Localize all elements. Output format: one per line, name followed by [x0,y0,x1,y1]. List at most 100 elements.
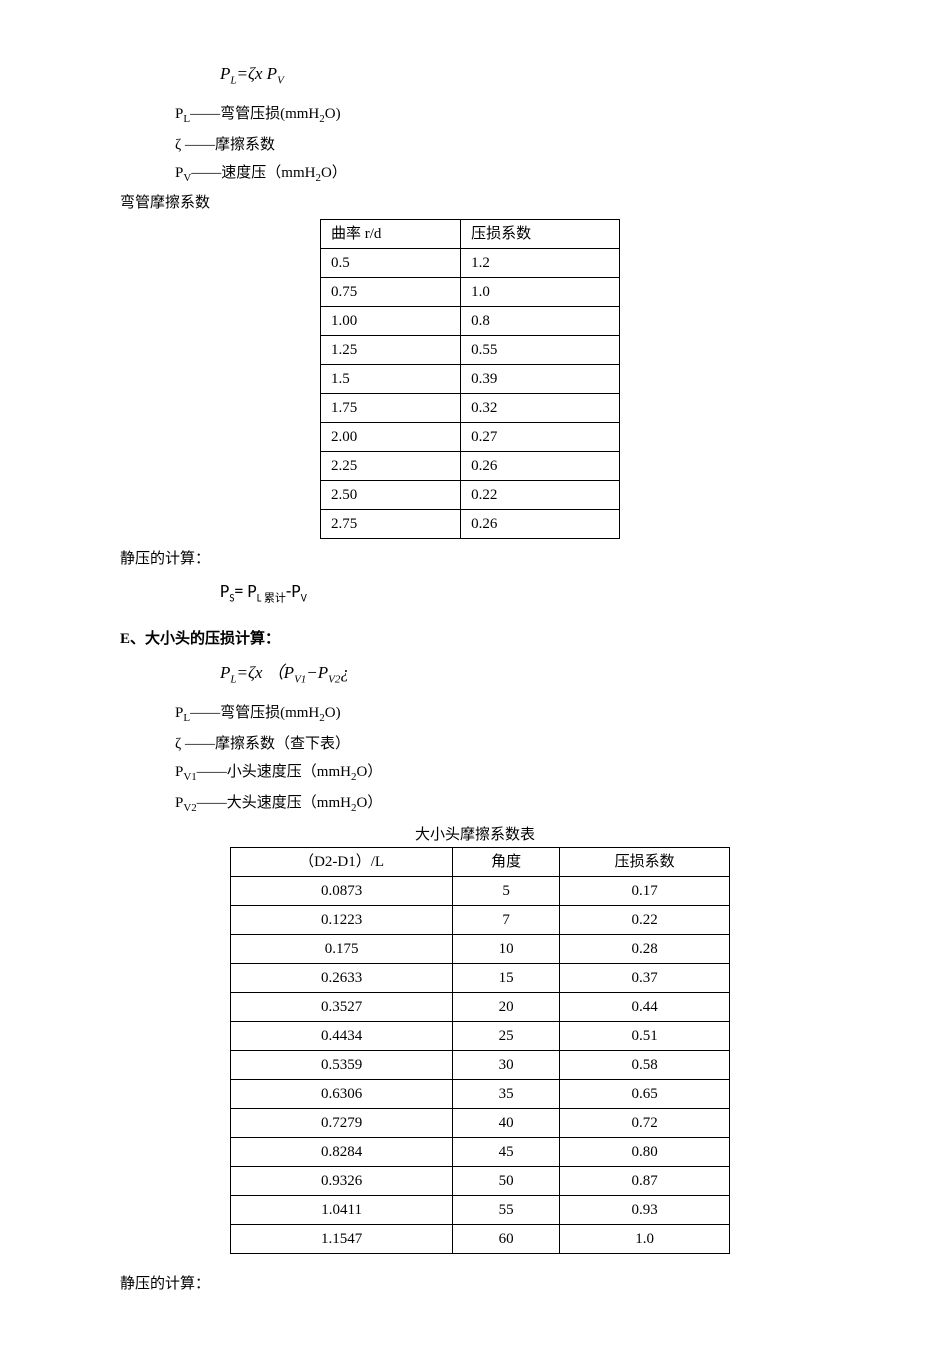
table-cell: 0.17 [560,877,730,906]
def-e-pv2: PV2——大头速度压（mmH2O） [175,791,830,818]
table-row: 0.3527200.44 [231,993,730,1022]
def-zeta: ζ ——摩擦系数 [175,133,830,157]
table-cell: 0.5 [321,249,461,278]
table-cell: 2.25 [321,452,461,481]
table-cell: 2.00 [321,423,461,452]
table-row: 0.4434250.51 [231,1022,730,1051]
table-row: 0.6306350.65 [231,1080,730,1109]
table-cell: 0.0873 [231,877,453,906]
table-cell: 0.80 [560,1138,730,1167]
table-row: 1.250.55 [321,336,620,365]
table2-header-2: 角度 [453,848,560,877]
table-cell: 1.25 [321,336,461,365]
table-cell: 0.32 [461,394,620,423]
table-cell: 1.0 [560,1225,730,1254]
table-cell: 0.8 [461,307,620,336]
table-cell: 0.58 [560,1051,730,1080]
def-e-zeta: ζ ——摩擦系数（查下表） [175,732,830,756]
formula-2: PL=ζx （PV1−PV2¿ [220,659,830,689]
table-cell: 25 [453,1022,560,1051]
table1-header-1: 曲率 r/d [321,220,461,249]
table-cell: 45 [453,1138,560,1167]
table-cell: 0.5359 [231,1051,453,1080]
table-row: 2.000.27 [321,423,620,452]
formula-1: PL=ζx PV [220,60,830,90]
table-row: 0.175100.28 [231,935,730,964]
table-cell: 30 [453,1051,560,1080]
table-row: 1.000.8 [321,307,620,336]
table-cell: 0.175 [231,935,453,964]
friction-coefficient-table: 曲率 r/d 压损系数 0.51.20.751.01.000.81.250.55… [320,219,620,539]
table-cell: 0.55 [461,336,620,365]
table-cell: 7 [453,906,560,935]
table-cell: 0.28 [560,935,730,964]
table-cell: 0.65 [560,1080,730,1109]
table-cell: 1.1547 [231,1225,453,1254]
def-e-pv1: PV1——小头速度压（mmH2O） [175,760,830,787]
table-cell: 55 [453,1196,560,1225]
table-cell: 1.0411 [231,1196,453,1225]
table-cell: 0.27 [461,423,620,452]
table-cell: 0.2633 [231,964,453,993]
table-cell: 5 [453,877,560,906]
table-cell: 60 [453,1225,560,1254]
table-cell: 0.1223 [231,906,453,935]
table-cell: 0.22 [461,481,620,510]
table-row: 0.751.0 [321,278,620,307]
table1-label: 弯管摩擦系数 [120,191,830,215]
def-e-pl: PL——弯管压损(mmH2O) [175,701,830,728]
table-cell: 0.87 [560,1167,730,1196]
table-cell: 0.7279 [231,1109,453,1138]
table1-header-2: 压损系数 [461,220,620,249]
table-row: 0.5359300.58 [231,1051,730,1080]
table-cell: 40 [453,1109,560,1138]
table-cell: 0.6306 [231,1080,453,1109]
table-row: 1.1547601.0 [231,1225,730,1254]
table-cell: 0.9326 [231,1167,453,1196]
table-row: 2.750.26 [321,510,620,539]
table-cell: 50 [453,1167,560,1196]
static-pressure-label: 静压的计算： [120,547,830,571]
table-cell: 1.75 [321,394,461,423]
table-cell: 0.22 [560,906,730,935]
table-cell: 0.93 [560,1196,730,1225]
table-cell: 0.39 [461,365,620,394]
def-pl: PL——弯管压损(mmH2O) [175,102,830,129]
table-cell: 1.2 [461,249,620,278]
table-cell: 0.44 [560,993,730,1022]
table-row: 0.087350.17 [231,877,730,906]
table-row: 2.500.22 [321,481,620,510]
static-pressure-formula: PS= PL 累计-PV [220,577,830,607]
table-row: 0.7279400.72 [231,1109,730,1138]
table-cell: 0.8284 [231,1138,453,1167]
def-pv: PV——速度压（mmH2O） [175,161,830,188]
table-cell: 0.26 [461,452,620,481]
table-cell: 2.75 [321,510,461,539]
table-cell: 0.72 [560,1109,730,1138]
table-row: 2.250.26 [321,452,620,481]
table-cell: 20 [453,993,560,1022]
table-row: 0.9326500.87 [231,1167,730,1196]
bottom-static-label: 静压的计算： [120,1272,830,1296]
table2-header-3: 压损系数 [560,848,730,877]
table-cell: 1.5 [321,365,461,394]
table-cell: 1.00 [321,307,461,336]
table-row: 0.8284450.80 [231,1138,730,1167]
table-row: 1.750.32 [321,394,620,423]
section-e-heading: E、大小头的压损计算： [120,627,830,651]
table-cell: 15 [453,964,560,993]
table-cell: 0.26 [461,510,620,539]
table-row: 1.0411550.93 [231,1196,730,1225]
table-cell: 0.3527 [231,993,453,1022]
table-row: 1.50.39 [321,365,620,394]
table2-header-1: （D2-D1）/L [231,848,453,877]
table-cell: 0.75 [321,278,461,307]
table-cell: 35 [453,1080,560,1109]
table-cell: 0.51 [560,1022,730,1051]
table-cell: 0.37 [560,964,730,993]
table-row: 0.2633150.37 [231,964,730,993]
table-cell: 10 [453,935,560,964]
table-cell: 1.0 [461,278,620,307]
table-cell: 0.4434 [231,1022,453,1051]
table-row: 0.51.2 [321,249,620,278]
